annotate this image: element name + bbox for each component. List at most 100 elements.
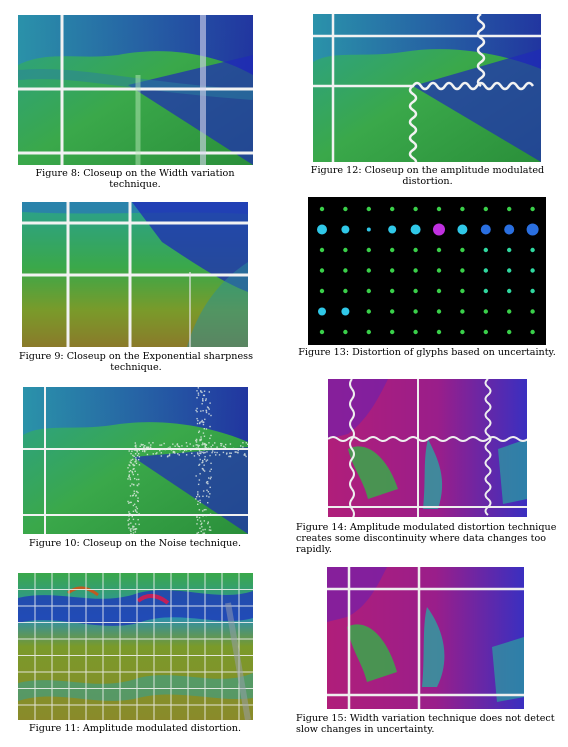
noise-speck: [128, 474, 131, 476]
noise-speck: [202, 394, 205, 397]
noise-speck: [191, 452, 193, 455]
glyph: [410, 224, 421, 235]
noise-speck: [216, 446, 218, 448]
noise-speck: [202, 495, 204, 498]
figure-11-caption: Figure 11: Amplitude modulated distortio…: [28, 723, 242, 734]
noise-speck: [207, 407, 210, 409]
figure-9-caption: Figure 9: Closeup on the Exponential sha…: [18, 351, 254, 373]
glyph: [507, 268, 512, 273]
glyph: [366, 329, 371, 335]
noise-speck: [210, 446, 212, 448]
noise-speck: [226, 452, 228, 454]
noise-speck: [209, 454, 211, 457]
noise-speck: [214, 451, 216, 454]
noise-speck: [128, 527, 130, 529]
noise-speck: [197, 500, 199, 503]
noise-speck: [242, 446, 244, 448]
noise-speck: [135, 457, 137, 459]
noise-speck: [155, 453, 157, 455]
glyph: [343, 329, 348, 335]
noise-speck: [150, 444, 152, 446]
noise-speck: [199, 473, 201, 475]
noise-speck: [232, 447, 235, 450]
figure-13-image: [308, 197, 546, 345]
noise-speck: [129, 501, 131, 504]
noise-speck: [178, 445, 181, 448]
noise-speck: [168, 454, 171, 457]
noise-speck: [202, 399, 204, 402]
noise-speck: [200, 391, 202, 393]
noise-speck: [134, 442, 137, 444]
glyph: [436, 206, 442, 212]
noise-speck: [197, 491, 199, 493]
noise-speck: [134, 453, 137, 455]
noise-speck: [200, 438, 203, 440]
noise-speck: [134, 531, 137, 533]
noise-speck: [235, 451, 237, 453]
noise-speck: [228, 455, 230, 458]
noise-speck: [134, 461, 136, 463]
noise-speck: [143, 448, 146, 451]
noise-speck: [199, 527, 201, 529]
noise-speck: [163, 442, 165, 445]
noise-speck: [198, 454, 200, 457]
noise-speck: [209, 526, 211, 528]
noise-speck: [136, 454, 139, 457]
noise-speck: [203, 452, 205, 454]
noise-speck: [210, 529, 212, 531]
noise-speck: [135, 458, 137, 461]
noise-speck: [160, 452, 163, 454]
noise-speck: [196, 410, 198, 413]
glyph: [436, 309, 442, 314]
noise-speck: [137, 458, 140, 461]
noise-speck: [199, 499, 201, 502]
noise-speck: [186, 445, 188, 447]
noise-speck: [196, 422, 199, 425]
figure-11-image: [18, 573, 253, 720]
noise-speck: [197, 453, 199, 455]
noise-speck: [132, 504, 135, 507]
noise-speck: [218, 454, 221, 456]
noise-speck: [196, 523, 198, 525]
noise-speck: [237, 452, 239, 454]
noise-speck: [132, 527, 134, 529]
noise-speck: [205, 460, 207, 462]
noise-speck: [198, 430, 201, 432]
noise-speck: [132, 529, 135, 531]
glyph: [507, 329, 512, 335]
noise-speck: [220, 442, 222, 445]
figure-10-image: [23, 387, 248, 534]
figure-15-caption: Figure 15: Width variation technique doe…: [296, 713, 555, 735]
noise-speck: [201, 403, 203, 405]
noise-speck: [207, 502, 209, 504]
noise-speck: [198, 444, 200, 447]
noise-speck: [200, 421, 202, 423]
noise-speck: [138, 464, 141, 466]
glyph: [433, 223, 445, 236]
noise-speck: [179, 449, 181, 451]
noise-speck: [128, 502, 130, 504]
noise-speck: [216, 451, 218, 454]
glyph: [483, 329, 488, 335]
noise-speck: [138, 483, 140, 485]
noise-speck: [199, 458, 201, 461]
glyph: [460, 288, 465, 294]
noise-speck: [243, 454, 245, 456]
noise-speck: [128, 512, 131, 515]
noise-speck: [147, 446, 149, 448]
noise-speck: [224, 443, 227, 446]
noise-speck: [203, 428, 205, 430]
noise-speck: [199, 438, 201, 441]
noise-speck: [206, 451, 208, 453]
noise-speck: [146, 453, 149, 456]
noise-speck: [185, 449, 188, 451]
noise-speck: [182, 451, 184, 454]
noise-speck: [246, 443, 248, 446]
noise-speck: [135, 449, 137, 451]
glyph: [341, 225, 350, 234]
noise-speck: [129, 464, 131, 467]
glyph: [483, 288, 488, 294]
noise-speck: [152, 442, 154, 444]
noise-speck: [200, 439, 202, 441]
glyph: [483, 206, 488, 212]
